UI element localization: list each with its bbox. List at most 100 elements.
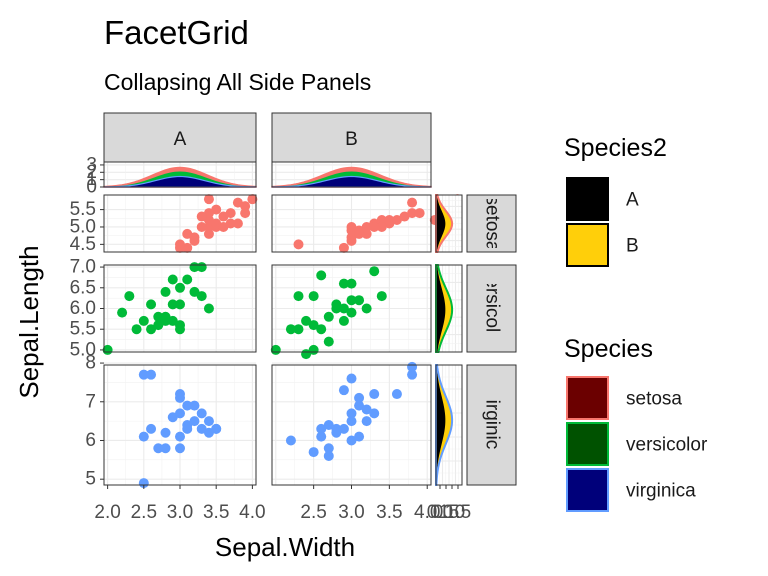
chart-subtitle: Collapsing All Side Panels [104,69,371,95]
data-point [175,282,185,293]
y-tick-label: 5.5 [70,199,96,220]
data-point [153,320,164,331]
data-point [293,291,304,302]
data-point [146,299,157,310]
data-point [369,221,380,232]
data-point [175,324,185,335]
legend-item-label: versicolor [626,435,708,456]
data-point [138,315,149,326]
data-point [407,369,418,380]
side-density-frame [435,364,463,486]
x-tick-label: 3.0 [338,502,364,523]
data-point [203,303,214,314]
legend-title: Species2 [564,134,667,162]
scatter-panel-frame [271,264,432,353]
data-point [182,228,193,239]
data-point [175,392,185,403]
data-point [211,204,222,215]
density-y-tick-label: 0 [86,177,97,198]
y-tick-label: 7.0 [70,257,96,278]
data-point [354,392,365,403]
data-point [232,218,243,229]
y-tick-label: 5.0 [70,216,96,237]
data-point [182,274,193,285]
density-y-tick-label: 3 [86,154,97,175]
facet-strip-versicolor [466,264,517,353]
data-point [153,311,164,322]
x-tick-label: 3.5 [203,502,229,523]
data-point [346,232,357,243]
facet-strip-label: virginica [481,390,502,460]
density-x-tick-label: 1.5 [445,502,471,523]
data-point [338,278,349,289]
density-x-tick-label: 0.0 [427,502,453,523]
data-point [323,450,334,461]
data-point [361,228,372,239]
facet-strip-label: setosa [481,196,502,252]
data-point [285,435,296,446]
data-point [346,278,357,289]
data-point [175,408,185,419]
top-density-virginica [103,175,257,188]
side-density-area-A [436,195,446,252]
data-point [391,215,402,226]
data-point [361,416,372,427]
data-point [167,274,178,285]
data-point [160,311,171,322]
data-point [196,291,207,302]
top-density-frame [103,161,257,188]
chart-title: FacetGrid [104,14,249,51]
data-point [323,311,334,322]
data-point [167,315,178,326]
data-point [175,431,185,442]
facet-strip-setosa [466,194,517,253]
data-point [189,400,200,411]
data-point [369,266,380,277]
data-point [308,291,319,302]
facet-strip-A [103,112,257,163]
data-point [338,303,349,314]
data-point [316,324,327,335]
facet-strip-label: B [345,129,358,150]
data-point [153,443,164,454]
data-point [218,221,229,232]
data-point [308,320,319,331]
data-point [189,286,200,297]
data-point [323,336,334,347]
data-point [203,416,214,427]
side-density-outline [435,364,454,486]
data-point [369,389,380,400]
data-point [316,423,327,434]
data-point [293,239,304,250]
y-tick-label: 6.0 [70,298,96,319]
data-point [124,291,135,302]
data-point [138,369,149,380]
data-point [196,221,207,232]
data-point [361,404,372,415]
data-point [293,324,304,335]
data-point [316,431,327,442]
side-density-frame [435,264,463,353]
legend-key-versicolor [566,422,609,466]
facet-strip-B [271,112,432,163]
top-density-virginica [271,175,432,188]
data-point [323,420,334,430]
data-point [361,303,372,314]
side-density-outline [435,264,454,353]
data-point [160,286,171,297]
legend-key-B [566,223,609,267]
data-point [211,423,222,434]
data-point [196,211,207,222]
data-point [354,431,365,442]
data-point [346,307,357,318]
data-point [346,373,357,384]
data-point [182,423,193,434]
data-point [117,307,128,318]
data-point [331,427,342,438]
data-point [240,208,251,219]
data-point [338,315,349,326]
data-point [354,400,365,411]
data-point [376,215,387,226]
facet-strip-label: versicolor [481,268,502,350]
